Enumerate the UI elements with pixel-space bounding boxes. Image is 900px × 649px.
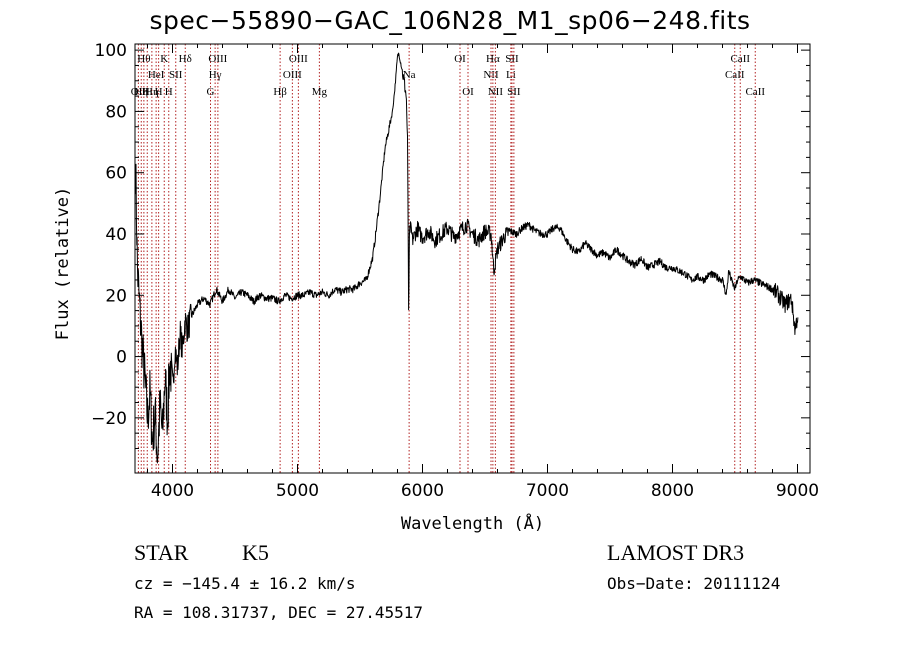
line-label: CaII <box>745 86 765 98</box>
observation-date: Obs−Date: 20111124 <box>607 574 781 593</box>
line-label: Hα <box>486 53 500 65</box>
object-subclass: K5 <box>242 540 269 565</box>
x-axis-label: Wavelength (Å) <box>401 512 544 534</box>
x-tick-label: 7000 <box>526 481 569 501</box>
line-label: SII <box>507 86 521 98</box>
line-label: OIII <box>289 53 308 65</box>
spectrum-line <box>135 52 799 464</box>
line-label: H <box>155 86 163 98</box>
x-tick-label: 9000 <box>776 481 819 501</box>
y-axis-label: Flux (relative) <box>53 187 73 341</box>
line-label: CaII <box>730 53 750 65</box>
y-tick-label: 0 <box>116 348 127 368</box>
line-label: Hι <box>142 86 153 98</box>
line-label: Mg <box>312 86 328 98</box>
line-label: K <box>160 53 168 65</box>
line-label: Hη <box>145 86 159 98</box>
y-tick-label: 60 <box>105 164 127 184</box>
line-label: OIII <box>283 69 302 81</box>
line-label: SII <box>505 53 519 65</box>
y-tick-label: 40 <box>105 225 127 245</box>
line-label: HeI <box>148 69 165 81</box>
x-tick-label: 5000 <box>276 481 319 501</box>
line-label: Hβ <box>273 86 287 98</box>
y-tick-label: 80 <box>105 102 127 122</box>
x-tick-label: 4000 <box>151 481 194 501</box>
x-tick-label: 6000 <box>401 481 444 501</box>
line-label: Li <box>506 69 516 81</box>
plot-frame <box>134 43 811 474</box>
line-label: G <box>207 86 215 98</box>
line-label: Hγ <box>209 69 222 81</box>
x-tick-label: 8000 <box>651 481 694 501</box>
line-label: SII <box>169 69 183 81</box>
coordinates: RA = 108.31737, DEC = 27.45517 <box>134 603 423 622</box>
y-tick-label: 100 <box>95 41 127 61</box>
y-tick-label: −20 <box>91 409 127 429</box>
survey-name: LAMOST DR3 <box>607 540 745 565</box>
line-label: OI <box>462 86 474 98</box>
line-label: H <box>165 86 173 98</box>
line-label: NII <box>488 86 504 98</box>
line-label: Hθ <box>137 53 150 65</box>
line-label: OIII <box>208 53 227 65</box>
chart-title: spec−55890−GAC_106N28_M1_sp06−248.fits <box>149 6 751 35</box>
line-label: Hδ <box>179 53 192 65</box>
line-label: Hη <box>134 86 148 98</box>
line-label: CaII <box>725 69 745 81</box>
line-label: Na <box>403 69 416 81</box>
object-class: STAR <box>134 540 189 565</box>
line-label: OI <box>454 53 466 65</box>
redshift-velocity: cz = −145.4 ± 16.2 km/s <box>134 574 356 593</box>
line-label: NII <box>483 69 499 81</box>
y-tick-label: 20 <box>105 286 127 306</box>
